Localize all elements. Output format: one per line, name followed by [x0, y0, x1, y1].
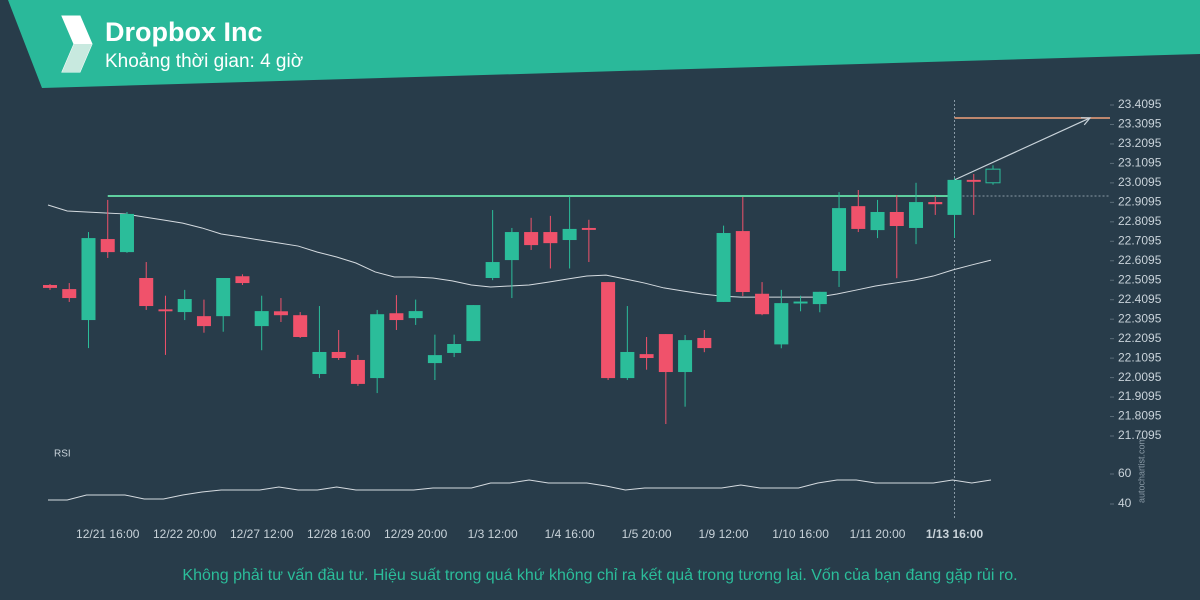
candle-body: [639, 354, 654, 359]
y-tick-label: 22.3095: [1118, 311, 1162, 325]
candle-body: [928, 202, 943, 205]
candle-body: [716, 233, 731, 302]
y-tick-label: 23.2095: [1118, 136, 1162, 150]
candle-body: [947, 179, 962, 215]
x-tick-label: 1/11 20:00: [850, 527, 906, 541]
candle-body: [985, 168, 1001, 184]
x-tick-label: 12/21 16:00: [76, 527, 140, 541]
logo-shade: [62, 44, 92, 72]
candle-body: [119, 213, 134, 253]
candle-body: [447, 344, 462, 353]
candle-body: [909, 202, 924, 228]
x-tick-label: 1/13 16:00: [926, 527, 984, 541]
x-tick-label: 12/22 20:00: [153, 527, 217, 541]
candle-body: [216, 277, 231, 317]
candle-body: [331, 351, 346, 359]
candle-body: [273, 311, 288, 316]
candle-body: [504, 232, 519, 261]
candle-body: [832, 208, 847, 271]
candle-body: [524, 232, 539, 246]
watermark: autochartist.com: [1136, 437, 1146, 503]
candle-body: [43, 285, 57, 288]
footer-disclaimer: Không phải tư vấn đầu tư. Hiệu suất tron…: [182, 567, 1017, 584]
candle-body: [254, 311, 269, 327]
y-tick-label: 23.1095: [1118, 156, 1162, 170]
y-tick-label: 21.7095: [1118, 428, 1162, 442]
y-tick-label: 22.8095: [1118, 214, 1162, 228]
candle-body: [697, 337, 712, 349]
candle-body: [427, 355, 442, 364]
candle-body: [851, 206, 866, 229]
y-tick-label: 23.4095: [1118, 97, 1162, 111]
candle-body: [466, 305, 481, 342]
candle-body: [177, 299, 192, 313]
candle-body: [293, 315, 308, 337]
y-tick-label: 22.9095: [1118, 195, 1162, 209]
x-tick-label: 1/4 16:00: [545, 527, 595, 541]
x-tick-label: 1/3 12:00: [468, 527, 518, 541]
y-tick-label: 22.5095: [1118, 272, 1162, 286]
candle-body: [581, 227, 596, 230]
y-tick-label: 23.0095: [1118, 175, 1162, 189]
candle-body: [889, 211, 904, 227]
forecast-arrow: [954, 117, 1091, 181]
candle-body: [620, 351, 635, 379]
y-tick-label: 22.7095: [1118, 233, 1162, 247]
candle-body: [370, 314, 385, 379]
chart-subtitle: Khoảng thời gian: 4 giờ: [105, 51, 303, 72]
y-tick-label: 22.2095: [1118, 331, 1162, 345]
rsi-line: [48, 479, 992, 501]
x-tick-label: 12/27 12:00: [230, 527, 294, 541]
candle-body: [812, 291, 827, 305]
moving-average: [47, 204, 992, 298]
x-tick-label: 1/9 12:00: [699, 527, 749, 541]
y-tick-label: 22.0095: [1118, 370, 1162, 384]
y-tick-label: 21.8095: [1118, 409, 1162, 423]
candle-body: [139, 277, 154, 307]
y-tick-label: 22.6095: [1118, 253, 1162, 267]
rsi-tick-label: 60: [1118, 466, 1132, 480]
x-tick-label: 1/10 16:00: [772, 527, 829, 541]
candle-body: [485, 262, 500, 278]
y-tick-label: 21.9095: [1118, 389, 1162, 403]
candle-body: [601, 282, 616, 379]
candle-body: [158, 309, 173, 312]
candle-body: [562, 228, 577, 241]
x-tick-label: 12/28 16:00: [307, 527, 371, 541]
header-band: [8, 0, 1200, 88]
logo: [61, 15, 93, 73]
candle-body: [81, 238, 96, 321]
candle-body: [755, 293, 770, 315]
x-tick-label: 1/5 20:00: [622, 527, 672, 541]
candle-body: [408, 311, 423, 319]
candle-body: [350, 359, 365, 384]
candle-body: [735, 231, 750, 293]
candle-body: [312, 351, 327, 374]
candle-body: [658, 334, 673, 373]
candle-body: [235, 276, 250, 284]
candle-body: [389, 313, 404, 321]
candle-body: [966, 179, 981, 182]
forecast-arrowhead: [1080, 117, 1092, 126]
candle-body: [793, 301, 808, 304]
candle-body: [62, 289, 77, 299]
x-tick-label: 12/29 20:00: [384, 527, 448, 541]
candle-body: [100, 239, 115, 253]
candle-body: [774, 303, 789, 345]
candle-body: [870, 211, 885, 231]
y-tick-label: 22.1095: [1118, 350, 1162, 364]
y-tick-label: 22.4095: [1118, 292, 1162, 306]
chart-title: Dropbox Inc: [105, 17, 263, 47]
rsi-label: RSI: [54, 449, 71, 460]
y-tick-label: 23.3095: [1118, 117, 1162, 131]
candle-body: [543, 232, 558, 244]
rsi-tick-label: 40: [1118, 496, 1132, 510]
candle-body: [678, 340, 693, 373]
candle-body: [196, 316, 211, 327]
